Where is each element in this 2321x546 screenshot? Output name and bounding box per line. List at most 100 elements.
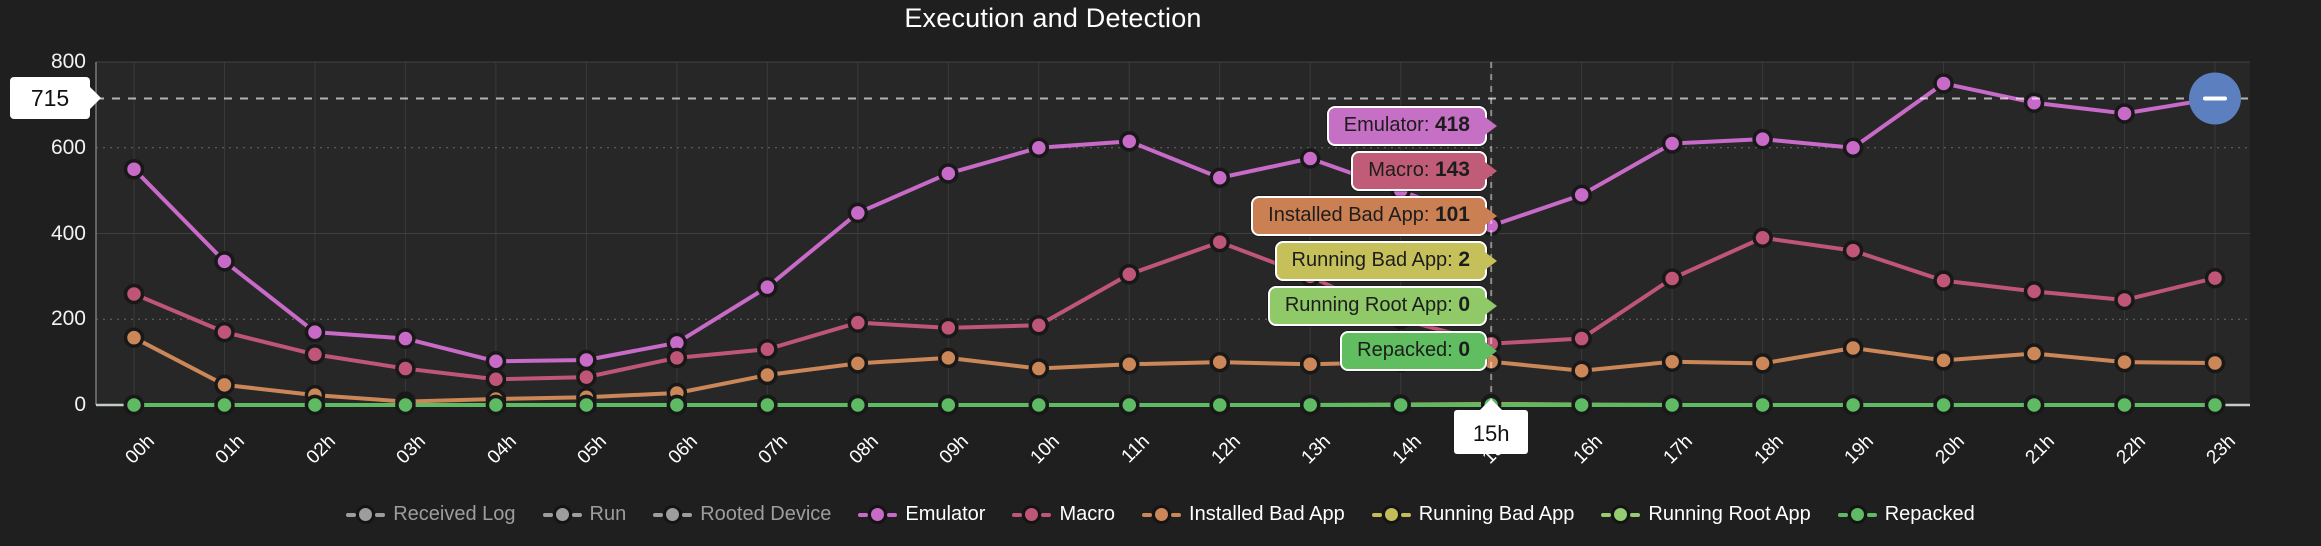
data-point[interactable]: [123, 283, 145, 305]
legend-item-running-bad-app[interactable]: Running Bad App: [1371, 503, 1574, 526]
data-point[interactable]: [485, 394, 507, 416]
data-point[interactable]: [395, 328, 416, 349]
data-point[interactable]: [1390, 394, 1411, 416]
data-point[interactable]: [485, 351, 507, 372]
data-point[interactable]: [1752, 128, 1773, 150]
data-point[interactable]: [304, 344, 326, 365]
data-point[interactable]: [1661, 268, 1683, 289]
data-point[interactable]: [2204, 352, 2226, 374]
legend-label: Rooted Device: [700, 503, 832, 525]
data-point[interactable]: [1209, 167, 1230, 189]
minus-control[interactable]: [2189, 72, 2241, 125]
data-point[interactable]: [123, 327, 145, 348]
data-point[interactable]: [1842, 394, 1864, 416]
data-point[interactable]: [1752, 353, 1773, 374]
data-point[interactable]: [1571, 360, 1592, 381]
data-point[interactable]: [485, 369, 507, 390]
data-point[interactable]: [1842, 240, 1864, 261]
data-point[interactable]: [1933, 270, 1954, 291]
data-point[interactable]: [1028, 137, 1050, 158]
data-point[interactable]: [1299, 394, 1321, 416]
legend-marker-icon: [1371, 505, 1411, 524]
data-point[interactable]: [1209, 351, 1230, 373]
data-point[interactable]: [1752, 227, 1773, 249]
data-point[interactable]: [1299, 148, 1321, 169]
data-point[interactable]: [938, 317, 959, 339]
data-point[interactable]: [1571, 394, 1592, 416]
data-point[interactable]: [2023, 92, 2045, 113]
data-point[interactable]: [1119, 394, 1140, 416]
data-point[interactable]: [1028, 394, 1050, 416]
tooltip-label: Installed Bad App:: [1268, 204, 1430, 226]
data-point[interactable]: [1661, 133, 1683, 154]
data-point[interactable]: [304, 394, 326, 416]
data-point[interactable]: [576, 394, 597, 416]
data-point[interactable]: [1209, 231, 1230, 253]
data-point[interactable]: [1571, 184, 1592, 206]
data-point[interactable]: [2204, 267, 2226, 289]
legend-item-repacked[interactable]: Repacked: [1837, 503, 1975, 526]
data-point[interactable]: [2114, 289, 2135, 311]
data-point[interactable]: [1752, 394, 1773, 416]
data-point[interactable]: [1661, 351, 1683, 372]
data-point[interactable]: [666, 347, 688, 369]
data-point[interactable]: [847, 202, 869, 224]
data-point[interactable]: [1119, 131, 1140, 152]
data-point[interactable]: [938, 394, 959, 416]
data-point[interactable]: [576, 349, 597, 371]
data-point[interactable]: [1842, 337, 1864, 359]
data-point[interactable]: [1842, 137, 1864, 158]
data-point[interactable]: [123, 394, 145, 416]
legend-item-run[interactable]: Run: [542, 503, 626, 526]
data-point[interactable]: [123, 158, 145, 180]
data-point[interactable]: [2204, 394, 2226, 416]
data-point[interactable]: [1571, 328, 1592, 349]
data-point[interactable]: [304, 321, 326, 343]
data-point[interactable]: [1028, 358, 1050, 379]
legend-item-rooted-device[interactable]: Rooted Device: [653, 503, 831, 526]
data-point[interactable]: [2023, 281, 2045, 302]
data-point[interactable]: [757, 276, 778, 298]
hover-hour-label: 15h: [1454, 399, 1529, 454]
data-point[interactable]: [847, 394, 869, 416]
legend-item-macro[interactable]: Macro: [1012, 503, 1115, 526]
legend-label: Macro: [1059, 503, 1116, 525]
legend-item-received-log[interactable]: Received Log: [346, 503, 516, 526]
y-tick-label: 200: [50, 307, 86, 331]
legend-item-emulator[interactable]: Emulator: [858, 503, 985, 526]
data-point[interactable]: [1119, 263, 1140, 285]
data-point[interactable]: [1028, 315, 1050, 336]
data-point[interactable]: [2023, 394, 2045, 416]
data-point[interactable]: [2114, 103, 2135, 124]
data-point[interactable]: [938, 163, 959, 184]
data-point[interactable]: [2114, 351, 2135, 373]
data-point[interactable]: [757, 364, 778, 386]
tooltip-value: 418: [1434, 113, 1470, 136]
data-point[interactable]: [1209, 394, 1230, 416]
data-point[interactable]: [395, 394, 416, 416]
data-point[interactable]: [847, 353, 869, 374]
legend-item-installed-bad-app[interactable]: Installed Bad App: [1142, 503, 1345, 526]
data-point[interactable]: [576, 366, 597, 388]
legend-marker-icon: [1837, 505, 1877, 524]
data-point[interactable]: [847, 312, 869, 333]
data-point[interactable]: [214, 374, 235, 396]
data-point[interactable]: [1299, 354, 1321, 375]
data-point[interactable]: [1933, 73, 1954, 94]
data-point[interactable]: [214, 394, 235, 416]
data-point[interactable]: [2114, 394, 2135, 416]
data-point[interactable]: [395, 358, 416, 379]
data-point[interactable]: [666, 394, 688, 416]
data-point[interactable]: [2023, 343, 2045, 364]
data-point[interactable]: [214, 251, 235, 272]
data-point[interactable]: [938, 347, 959, 369]
legend-item-running-root-app[interactable]: Running Root App: [1601, 503, 1811, 526]
data-point[interactable]: [757, 394, 778, 416]
data-point[interactable]: [1933, 350, 1954, 371]
data-point[interactable]: [1661, 394, 1683, 416]
data-point[interactable]: [214, 321, 235, 343]
legend-label: Repacked: [1884, 503, 1975, 525]
data-point[interactable]: [1119, 354, 1140, 375]
data-point[interactable]: [757, 339, 778, 360]
data-point[interactable]: [1933, 394, 1954, 416]
